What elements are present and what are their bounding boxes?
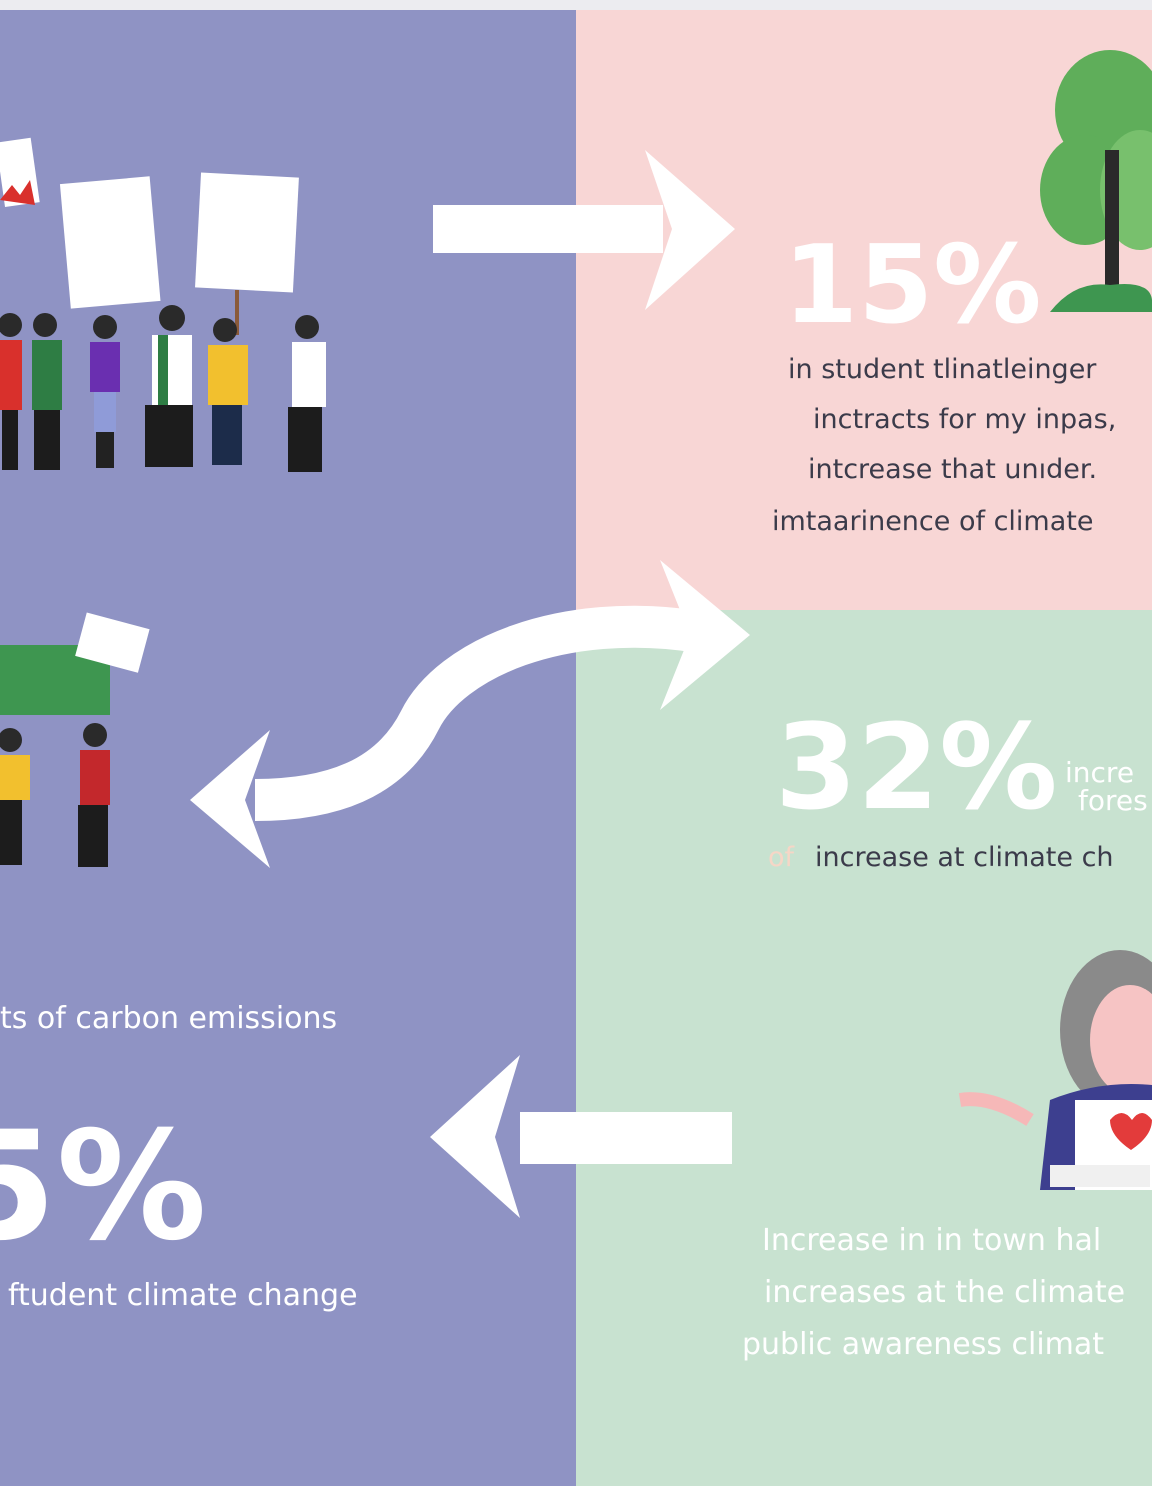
side-text: fores [1078, 784, 1148, 817]
top-strip [0, 0, 1152, 10]
text-line: increases at the climate [764, 1275, 1125, 1310]
stat: 5% [0, 1100, 207, 1274]
text-line: inctracts for my inpas, [813, 404, 1116, 435]
text-line: imtaarinence of climate [772, 506, 1093, 537]
text-line: in student tlinatleinger [788, 354, 1097, 385]
page: {"left": {"caption_top": "ts of carbon e… [0, 0, 1152, 1486]
caption-bottom: ftudent climate change [8, 1278, 358, 1313]
text-line: intcrease that unıder. [808, 454, 1097, 485]
caption-top: ts of carbon emissions [0, 1001, 337, 1036]
caption: increase at climate ch [815, 842, 1114, 873]
stat: 32% [775, 698, 1057, 836]
infographic: 15% in student tlinatleinger inctracts f… [0, 0, 1152, 1486]
arrow-left [520, 1112, 732, 1164]
caption-prefix: of [768, 842, 796, 873]
text-line: Increase in in town hal [762, 1223, 1101, 1258]
text-line: public awareness climat [742, 1327, 1104, 1362]
arrow-right [433, 205, 663, 253]
stat: 15% [783, 223, 1042, 348]
